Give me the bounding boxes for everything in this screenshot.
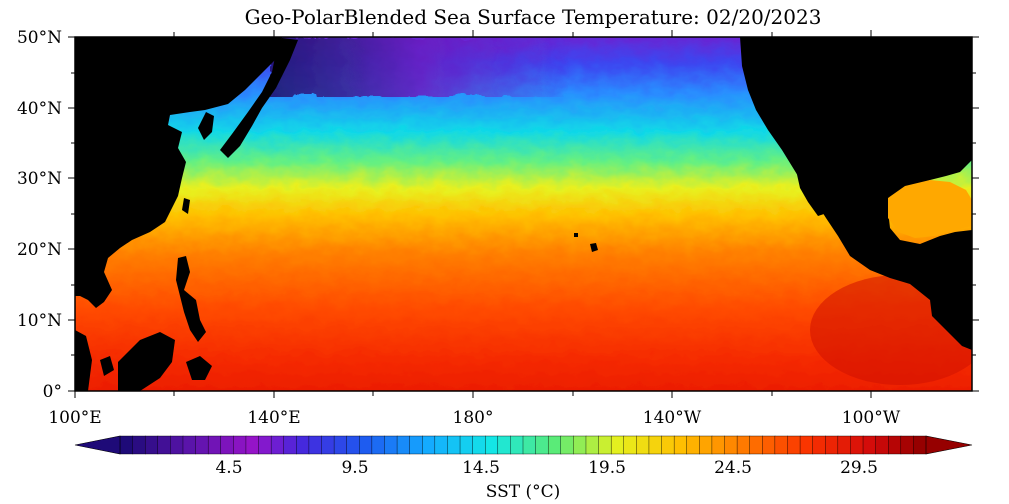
colorbar-segment — [610, 435, 625, 455]
colorbar-max-arrow — [925, 435, 973, 455]
colorbar-segment — [485, 435, 499, 455]
colorbar-segment — [472, 435, 486, 455]
colorbar-tick-9-5: 9.5 — [341, 458, 368, 478]
colorbar-segment — [799, 435, 814, 455]
colorbar-segment — [913, 435, 927, 455]
colorbar-segment — [711, 435, 725, 455]
colorbar-tick-19-5: 19.5 — [588, 458, 626, 478]
lon-label-140w: 140°W — [643, 408, 702, 428]
gulf-of-mexico — [888, 180, 972, 238]
colorbar-segment — [673, 435, 688, 455]
colorbar-segment — [333, 435, 348, 455]
colorbar-tick-29-5: 29.5 — [840, 458, 878, 478]
lat-label-30n: 30°N — [17, 169, 62, 189]
colorbar-segment — [157, 435, 171, 455]
colorbar-segment — [623, 435, 637, 455]
land-masses — [75, 37, 972, 391]
lon-label-140e: 140°E — [247, 408, 300, 428]
lon-tick-marks — [74, 30, 872, 398]
colorbar-segment — [396, 435, 411, 455]
colorbar-segment — [346, 435, 360, 455]
colorbar-segment — [837, 435, 851, 455]
north-america-landmass — [740, 37, 972, 340]
colorbar-segment — [900, 435, 914, 455]
colorbar-segment — [283, 435, 297, 455]
baja-california — [796, 170, 824, 216]
colorbar-segment — [371, 435, 385, 455]
colorbar-segment — [422, 435, 436, 455]
colorbar-segment — [459, 435, 474, 455]
colorbar-segment — [787, 435, 801, 455]
asia-landmass — [75, 37, 282, 308]
colorbar-segment — [888, 435, 902, 455]
colorbar-segment — [270, 435, 285, 455]
colorbar-tick-4-5: 4.5 — [215, 458, 242, 478]
colorbar-segment — [195, 435, 209, 455]
colorbar-segment — [510, 435, 524, 455]
colorbar-segment — [547, 435, 562, 455]
colorbar-segment — [447, 435, 461, 455]
lat-label-50n: 50°N — [17, 28, 62, 48]
colorbar-tick-24-5: 24.5 — [714, 458, 752, 478]
colorbar-tick-labels: 4.5 9.5 14.5 19.5 24.5 29.5 — [215, 458, 877, 478]
lat-label-0: 0° — [43, 382, 62, 402]
colorbar-segment — [308, 435, 323, 455]
colorbar-segment — [762, 435, 776, 455]
colorbar-segment — [648, 435, 663, 455]
colorbar-segment — [258, 435, 272, 455]
colorbar-segment — [522, 435, 537, 455]
colorbar-segment — [812, 435, 826, 455]
lon-label-100e: 100°E — [48, 408, 101, 428]
colorbar-segment — [573, 435, 587, 455]
colorbar-segment — [245, 435, 260, 455]
colorbar-segment — [699, 435, 713, 455]
colorbar-segment — [321, 435, 335, 455]
colorbar-segment — [144, 435, 159, 455]
lon-label-100w: 100°W — [842, 408, 901, 428]
colorbar-segment — [736, 435, 751, 455]
colorbar — [74, 435, 973, 455]
colorbar-segment — [661, 435, 675, 455]
colorbar-segment — [598, 435, 612, 455]
colorbar-segment — [497, 435, 511, 455]
colorbar-segment — [774, 435, 788, 455]
colorbar-segment — [862, 435, 877, 455]
lat-label-40n: 40°N — [17, 99, 62, 119]
colorbar-segment — [220, 435, 234, 455]
colorbar-segment — [636, 435, 650, 455]
colorbar-label: SST (°C) — [486, 482, 561, 502]
borneo — [118, 332, 175, 391]
colorbar-segment — [686, 435, 700, 455]
colorbar-segment — [875, 435, 889, 455]
colorbar-segment — [434, 435, 448, 455]
colorbar-segment — [233, 435, 247, 455]
lat-label-20n: 20°N — [17, 240, 62, 260]
philippines-islands — [176, 256, 206, 342]
japan-island — [220, 38, 298, 158]
colorbar-segment — [535, 435, 549, 455]
colorbar-segment — [384, 435, 398, 455]
colorbar-segment — [132, 435, 146, 455]
colorbar-segment — [359, 435, 373, 455]
lon-label-180: 180° — [453, 408, 494, 428]
colorbar-segment — [409, 435, 423, 455]
colorbar-segment — [749, 435, 763, 455]
colorbar-segment — [119, 435, 134, 455]
colorbar-segment — [560, 435, 574, 455]
colorbar-segment — [170, 435, 184, 455]
map-title: Geo-PolarBlended Sea Surface Temperature… — [245, 5, 822, 29]
colorbar-segment — [825, 435, 839, 455]
lat-tick-marks — [68, 36, 979, 392]
colorbar-segment — [207, 435, 222, 455]
lat-label-10n: 10°N — [17, 311, 62, 331]
colorbar-tick-14-5: 14.5 — [462, 458, 500, 478]
colorbar-min-arrow — [74, 435, 121, 455]
colorbar-segment — [850, 435, 864, 455]
colorbar-segment — [585, 435, 600, 455]
colorbar-segment — [724, 435, 738, 455]
colorbar-segment — [296, 435, 310, 455]
colorbar-segment — [182, 435, 197, 455]
